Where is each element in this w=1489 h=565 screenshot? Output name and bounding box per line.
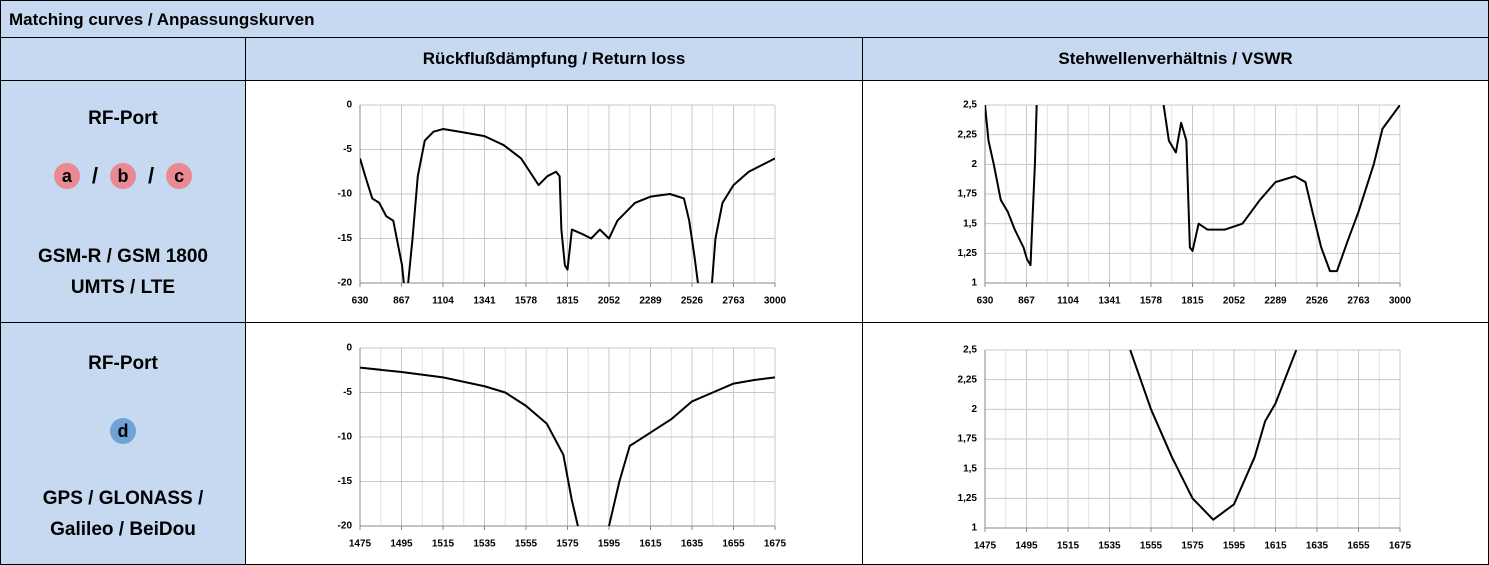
- y-tick-label: 2,5: [963, 100, 977, 111]
- x-tick-label: 1555: [515, 539, 538, 550]
- header-vswr: Stehwellenverhältnis / VSWR: [862, 37, 1489, 81]
- x-tick-label: 3000: [1389, 296, 1412, 307]
- header-empty: [0, 37, 246, 81]
- x-tick-label: 1595: [1223, 541, 1246, 552]
- y-tick-label: 2,5: [963, 345, 977, 356]
- port-a: a: [53, 163, 80, 189]
- x-tick-label: 1555: [1140, 541, 1163, 552]
- row-label: RF-Port a / b / c GSM-R / GSM 1800 UMTS / LT…: [0, 80, 246, 323]
- x-tick-label: 1575: [556, 539, 579, 550]
- y-tick-label: -10: [338, 432, 353, 443]
- x-tick-label: 1615: [639, 539, 662, 550]
- x-tick-label: 1535: [473, 539, 496, 550]
- x-tick-label: 1535: [1098, 541, 1121, 552]
- port-label: RF-Port: [88, 353, 158, 374]
- port-c: c: [166, 163, 193, 189]
- ports: d: [1, 418, 245, 444]
- port-d: d: [110, 418, 136, 444]
- y-tick-label: -20: [338, 521, 353, 532]
- curve: [360, 366, 775, 526]
- separator: /: [148, 163, 155, 188]
- y-tick-label: 0: [346, 100, 352, 111]
- x-tick-label: 1575: [1181, 541, 1204, 552]
- y-tick-label: 1,25: [958, 493, 978, 504]
- x-tick-label: 867: [393, 296, 410, 307]
- y-tick-label: -15: [338, 233, 353, 244]
- x-tick-label: 1595: [598, 539, 621, 550]
- x-tick-label: 1495: [390, 539, 413, 550]
- y-tick-label: -10: [338, 189, 353, 200]
- y-tick-label: 1,5: [963, 463, 977, 474]
- y-tick-label: 2: [971, 159, 977, 170]
- chart: 1475 1495 1515 1535 1555 1575 1595 1615 1635 1655…: [958, 345, 1412, 552]
- chart: 630 867 1104 1341 1578 1815 2052 2289 2526 2763 30…: [338, 100, 787, 307]
- x-tick-label: 1578: [515, 296, 538, 307]
- y-tick-label: 2,25: [958, 374, 978, 385]
- row-label: RF-Port d GPS / GLONASS / Galileo / BeiD…: [0, 322, 246, 565]
- x-tick-label: 1675: [764, 539, 787, 550]
- x-tick-label: 1615: [1264, 541, 1287, 552]
- x-tick-label: 2289: [1264, 296, 1287, 307]
- x-tick-label: 1815: [556, 296, 579, 307]
- x-tick-label: 1341: [473, 296, 496, 307]
- x-tick-label: 1635: [1306, 541, 1329, 552]
- x-tick-label: 2052: [598, 296, 621, 307]
- y-tick-label: 1: [971, 523, 977, 534]
- y-tick-label: 1: [971, 278, 977, 289]
- x-tick-label: 1635: [681, 539, 704, 550]
- x-tick-label: 1475: [349, 539, 372, 550]
- x-tick-label: 630: [352, 296, 369, 307]
- x-tick-label: 1515: [432, 539, 455, 550]
- y-tick-label: -5: [343, 144, 352, 155]
- x-tick-label: 2526: [1306, 296, 1329, 307]
- y-tick-label: -20: [338, 278, 353, 289]
- y-tick-label: 0: [346, 343, 352, 354]
- y-tick-label: 1,25: [958, 248, 978, 259]
- chart: 630 867 1104 1341 1578 1815 2052 2289 2526 2763 30…: [958, 100, 1412, 307]
- x-tick-label: 1475: [974, 541, 997, 552]
- x-tick-label: 2763: [722, 296, 745, 307]
- x-tick-label: 2289: [639, 296, 662, 307]
- y-tick-label: 1,75: [958, 189, 978, 200]
- band-line: GPS / GLONASS /: [42, 488, 204, 509]
- curve: [1129, 350, 1298, 521]
- x-tick-label: 867: [1018, 296, 1035, 307]
- x-tick-label: 1104: [1057, 296, 1079, 307]
- x-tick-label: 2526: [681, 296, 704, 307]
- x-tick-label: 1675: [1389, 541, 1412, 552]
- y-tick-label: 2: [971, 404, 977, 415]
- y-tick-label: 1,5: [963, 218, 977, 229]
- x-tick-label: 1655: [1347, 541, 1370, 552]
- x-tick-label: 1515: [1057, 541, 1080, 552]
- x-tick-label: 1815: [1181, 296, 1204, 307]
- y-tick-label: 2,25: [958, 129, 978, 140]
- x-tick-label: 1495: [1015, 541, 1038, 552]
- separator: /: [91, 163, 98, 188]
- band-line: UMTS / LTE: [70, 277, 176, 298]
- curve: [360, 128, 775, 283]
- band-line: GSM-R / GSM 1800: [38, 246, 208, 267]
- x-tick-label: 1655: [722, 539, 745, 550]
- y-tick-label: -5: [343, 387, 352, 398]
- x-tick-label: 1578: [1140, 296, 1163, 307]
- x-tick-label: 2763: [1347, 296, 1370, 307]
- x-tick-label: 630: [977, 296, 994, 307]
- y-tick-label: 1,75: [958, 434, 978, 445]
- port-label: RF-Port: [88, 108, 158, 129]
- header-return-loss: Rückflußdämpfung / Return loss: [245, 37, 863, 81]
- ports: a / b / c: [1, 163, 245, 189]
- x-tick-label: 1341: [1098, 296, 1121, 307]
- table-title: Matching curves / Anpassungskurven: [0, 0, 1489, 38]
- x-tick-label: 1104: [432, 296, 454, 307]
- port-b: b: [110, 163, 136, 189]
- curve: [985, 105, 1400, 273]
- chart: 1475 1495 1515 1535 1555 1575 1595 1615 1635 1655…: [338, 343, 787, 550]
- y-tick-label: -15: [338, 476, 353, 487]
- x-tick-label: 3000: [764, 296, 787, 307]
- band-line: Galileo / BeiDou: [50, 519, 196, 540]
- x-tick-label: 2052: [1223, 296, 1246, 307]
